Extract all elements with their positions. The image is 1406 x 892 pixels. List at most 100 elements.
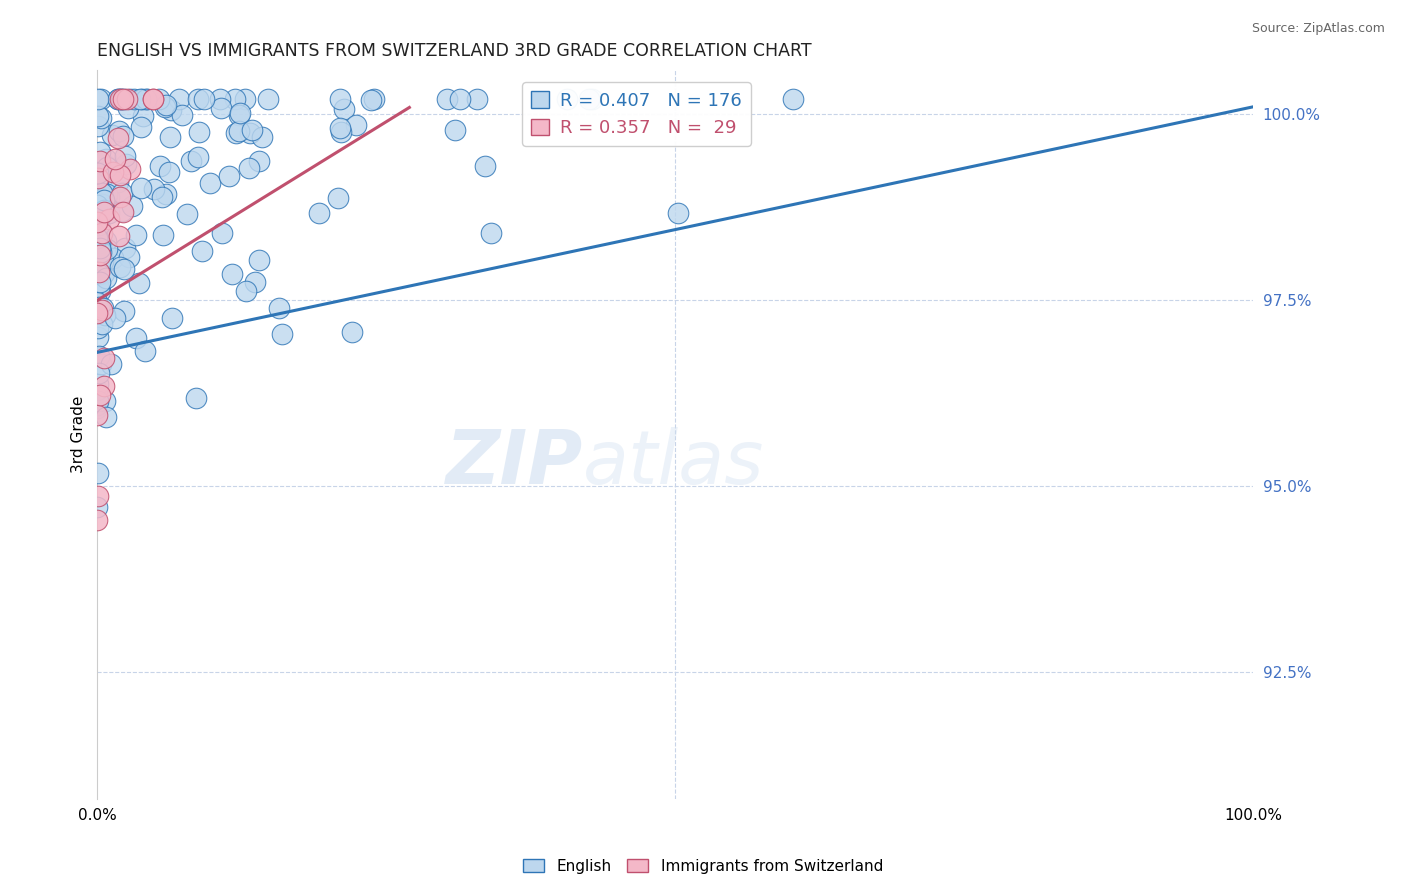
Point bbox=[107, 92, 129, 106]
Point bbox=[87, 109, 110, 123]
Point bbox=[94, 254, 117, 268]
Point bbox=[188, 125, 211, 139]
Point bbox=[86, 209, 108, 223]
Point bbox=[86, 198, 108, 212]
Point bbox=[581, 92, 603, 106]
Point bbox=[474, 159, 496, 173]
Point bbox=[107, 92, 129, 106]
Point bbox=[228, 108, 250, 122]
Point bbox=[211, 226, 233, 240]
Point bbox=[159, 130, 181, 145]
Point bbox=[131, 92, 153, 106]
Point bbox=[87, 119, 110, 133]
Point bbox=[142, 182, 165, 196]
Point bbox=[86, 306, 108, 320]
Point bbox=[87, 281, 110, 295]
Point bbox=[86, 330, 108, 344]
Point bbox=[129, 120, 152, 134]
Point bbox=[96, 409, 118, 424]
Point bbox=[86, 303, 108, 318]
Point bbox=[111, 204, 134, 219]
Point bbox=[155, 98, 177, 112]
Point bbox=[326, 191, 349, 205]
Point bbox=[155, 186, 177, 201]
Point bbox=[125, 331, 148, 345]
Point bbox=[100, 357, 122, 371]
Point bbox=[238, 161, 260, 175]
Point bbox=[110, 260, 132, 274]
Point bbox=[436, 92, 458, 106]
Point bbox=[308, 205, 330, 219]
Point bbox=[94, 234, 117, 248]
Point bbox=[221, 268, 243, 282]
Point bbox=[93, 203, 115, 218]
Point bbox=[782, 92, 804, 106]
Point bbox=[87, 195, 110, 210]
Point bbox=[160, 103, 183, 117]
Point bbox=[187, 92, 209, 106]
Point bbox=[90, 170, 112, 185]
Text: ENGLISH VS IMMIGRANTS FROM SWITZERLAND 3RD GRADE CORRELATION CHART: ENGLISH VS IMMIGRANTS FROM SWITZERLAND 3… bbox=[97, 42, 813, 60]
Point bbox=[87, 466, 110, 480]
Point bbox=[87, 300, 110, 314]
Point bbox=[89, 349, 111, 363]
Text: atlas: atlas bbox=[582, 427, 763, 500]
Point bbox=[87, 265, 110, 279]
Point bbox=[86, 240, 108, 254]
Point bbox=[342, 325, 364, 339]
Point bbox=[86, 231, 108, 245]
Point bbox=[93, 266, 115, 280]
Point bbox=[108, 228, 131, 243]
Point bbox=[96, 194, 118, 208]
Point bbox=[240, 123, 263, 137]
Point bbox=[152, 227, 174, 242]
Point bbox=[86, 295, 108, 310]
Point bbox=[176, 207, 198, 221]
Point bbox=[252, 129, 274, 144]
Point bbox=[224, 92, 246, 106]
Point bbox=[86, 376, 108, 391]
Point bbox=[142, 92, 165, 106]
Point bbox=[112, 92, 135, 106]
Point bbox=[247, 253, 270, 268]
Point bbox=[118, 92, 141, 106]
Point bbox=[86, 383, 108, 397]
Point bbox=[97, 206, 120, 220]
Point bbox=[578, 92, 600, 106]
Point bbox=[96, 186, 118, 201]
Point bbox=[86, 401, 108, 415]
Point bbox=[112, 261, 135, 276]
Point bbox=[86, 231, 108, 245]
Point bbox=[93, 379, 115, 393]
Point bbox=[89, 388, 111, 402]
Point bbox=[360, 94, 382, 108]
Point bbox=[449, 92, 471, 106]
Point bbox=[108, 124, 131, 138]
Point bbox=[184, 391, 207, 405]
Point bbox=[107, 130, 129, 145]
Point bbox=[103, 310, 125, 325]
Point bbox=[91, 197, 114, 211]
Point bbox=[267, 301, 290, 316]
Point bbox=[128, 92, 150, 106]
Point bbox=[112, 92, 135, 106]
Text: ZIP: ZIP bbox=[446, 427, 582, 500]
Point bbox=[101, 128, 124, 142]
Y-axis label: 3rd Grade: 3rd Grade bbox=[72, 395, 86, 473]
Point bbox=[104, 152, 127, 166]
Point bbox=[330, 125, 353, 139]
Point bbox=[86, 296, 108, 310]
Point bbox=[89, 235, 111, 250]
Point bbox=[157, 164, 180, 178]
Legend: English, Immigrants from Switzerland: English, Immigrants from Switzerland bbox=[517, 853, 889, 880]
Point bbox=[87, 321, 110, 335]
Point bbox=[115, 92, 138, 106]
Point bbox=[86, 172, 108, 186]
Point bbox=[94, 308, 117, 322]
Point bbox=[155, 100, 177, 114]
Point bbox=[128, 277, 150, 291]
Point bbox=[344, 119, 367, 133]
Legend: R = 0.407   N = 176, R = 0.357   N =  29: R = 0.407 N = 176, R = 0.357 N = 29 bbox=[523, 82, 751, 146]
Point bbox=[93, 193, 115, 207]
Point bbox=[110, 186, 132, 201]
